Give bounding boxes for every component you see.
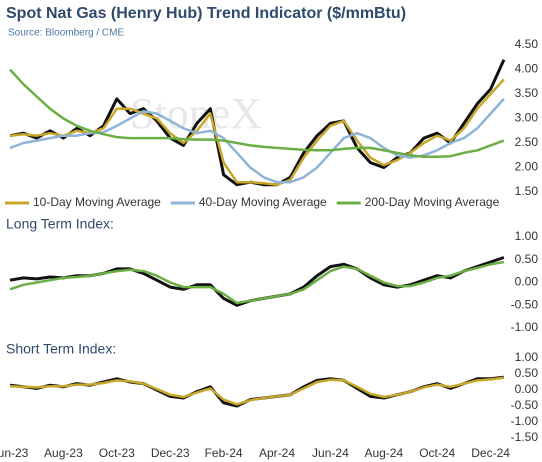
y-tick-label: -1.00 bbox=[511, 414, 539, 428]
y-tick-label: 1.00 bbox=[515, 350, 539, 364]
x-tick-label: Aug-24 bbox=[364, 446, 403, 460]
x-tick-label: Apr-24 bbox=[259, 446, 295, 460]
x-tick-label: Oct-23 bbox=[99, 446, 135, 460]
y-tick-label: 0.50 bbox=[515, 366, 539, 380]
panel-title: Long Term Index: bbox=[6, 216, 114, 232]
y-tick-label: 3.00 bbox=[515, 111, 539, 125]
x-tick-label: Feb-24 bbox=[205, 446, 243, 460]
x-tick-label: Jun-24 bbox=[312, 446, 349, 460]
panel-title: Short Term Index: bbox=[6, 341, 116, 357]
x-tick-label: Dec-24 bbox=[471, 446, 510, 460]
y-tick-label: 0.50 bbox=[515, 252, 539, 266]
y-tick-label: -1.00 bbox=[511, 320, 539, 334]
legend-label: 10-Day Moving Average bbox=[33, 195, 161, 209]
y-tick-label: 0.00 bbox=[515, 275, 539, 289]
y-tick-label: 4.00 bbox=[515, 62, 539, 76]
y-tick-label: 3.50 bbox=[515, 86, 539, 100]
y-tick-label: 1.00 bbox=[515, 229, 539, 243]
x-tick-label: Jun-23 bbox=[0, 446, 29, 460]
legend-label: 40-Day Moving Average bbox=[199, 195, 327, 209]
y-tick-label: -0.50 bbox=[511, 398, 539, 412]
y-tick-label: 4.50 bbox=[515, 37, 539, 51]
y-tick-label: 1.50 bbox=[515, 184, 539, 198]
chart-title: Spot Nat Gas (Henry Hub) Trend Indicator… bbox=[6, 5, 406, 22]
series-line bbox=[9, 68, 505, 158]
y-tick-label: -1.50 bbox=[511, 430, 539, 444]
chart-subtitle: Source: Bloomberg / CME bbox=[8, 28, 124, 39]
legend-label: 200-Day Moving Average bbox=[365, 195, 500, 209]
x-tick-label: Aug-23 bbox=[44, 446, 83, 460]
x-tick-label: Dec-23 bbox=[151, 446, 190, 460]
x-tick-label: Oct-24 bbox=[419, 446, 455, 460]
series-line bbox=[9, 260, 505, 305]
y-tick-label: 0.00 bbox=[515, 382, 539, 396]
series-line bbox=[9, 375, 505, 408]
y-tick-label: 2.00 bbox=[515, 160, 539, 174]
y-tick-label: -0.50 bbox=[511, 297, 539, 311]
y-tick-label: 2.50 bbox=[515, 135, 539, 149]
series-line bbox=[9, 376, 505, 406]
